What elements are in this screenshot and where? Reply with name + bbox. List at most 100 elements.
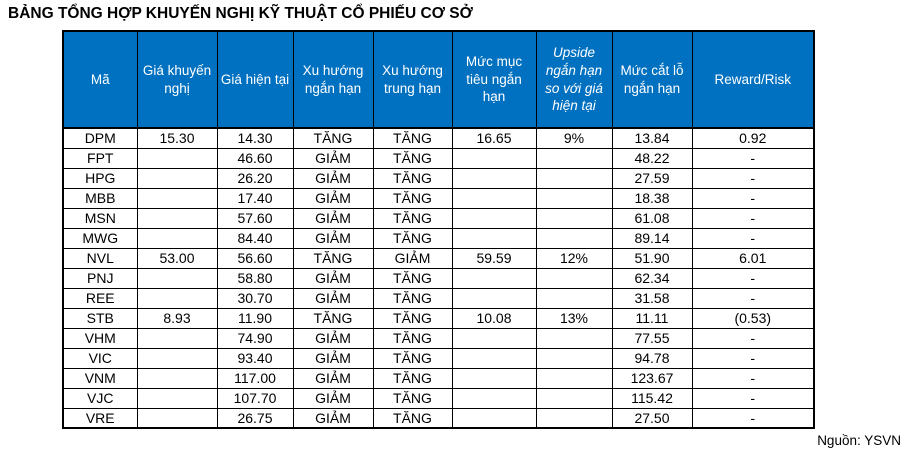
short-term-target-cell: 10.08 [451,307,537,329]
header-gia-khuyen-nghi: Giá khuyến nghị [136,30,218,129]
reward-risk-cell: - [691,167,815,189]
short-term-target-cell [451,167,537,189]
upside-cell [535,287,613,309]
short-term-target-cell: 59.59 [451,247,537,269]
short-term-trend-cell: TĂNG [292,127,374,149]
recommended-price-cell [136,267,218,289]
current-price-cell: 74.90 [216,327,294,349]
stop-loss-cell: 123.67 [611,367,693,389]
current-price-cell: 17.40 [216,187,294,209]
ticker-cell: VHM [62,327,138,349]
short-term-target-cell [451,207,537,229]
stop-loss-cell: 89.14 [611,227,693,249]
stop-loss-cell: 77.55 [611,327,693,349]
reward-risk-cell: - [691,407,815,429]
short-term-target-cell [451,367,537,389]
short-term-target-cell [451,147,537,169]
recommended-price-cell [136,387,218,409]
ticker-cell: MSN [62,207,138,229]
table-row: HPG 26.20 GIẢM TĂNG 27.59- [62,167,815,189]
header-reward-risk: Reward/Risk [691,30,815,129]
header-upside-ngan-han: Upside ngắn hạn so với giá hiện tại [535,30,613,129]
medium-term-trend-cell: TĂNG [372,347,453,369]
ticker-cell: HPG [62,167,138,189]
current-price-cell: 11.90 [216,307,294,329]
recommended-price-cell: 8.93 [136,307,218,329]
medium-term-trend-cell: TĂNG [372,187,453,209]
medium-term-trend-cell: TĂNG [372,127,453,149]
table-header: Mã Giá khuyến nghị Giá hiện tại Xu hướng… [62,30,815,129]
recommended-price-cell [136,287,218,309]
short-term-trend-cell: GIẢM [292,407,374,429]
current-price-cell: 26.20 [216,167,294,189]
stop-loss-cell: 115.42 [611,387,693,409]
reward-risk-cell: (0.53) [691,307,815,329]
ticker-cell: PNJ [62,267,138,289]
table-row: VIC 93.40 GIẢM TĂNG 94.78- [62,347,815,369]
upside-cell [535,327,613,349]
current-price-cell: 26.75 [216,407,294,429]
short-term-target-cell [451,187,537,209]
short-term-target-cell [451,267,537,289]
current-price-cell: 14.30 [216,127,294,149]
header-muc-muc-tieu-ngan-han: Mức mục tiêu ngắn hạn [451,30,537,129]
current-price-cell: 56.60 [216,247,294,269]
medium-term-trend-cell: TĂNG [372,267,453,289]
short-term-trend-cell: GIẢM [292,167,374,189]
reward-risk-cell: - [691,147,815,169]
current-price-cell: 57.60 [216,207,294,229]
short-term-target-cell [451,347,537,369]
upside-cell [535,387,613,409]
reward-risk-cell: - [691,287,815,309]
short-term-trend-cell: GIẢM [292,367,374,389]
upside-cell [535,407,613,429]
recommended-price-cell [136,187,218,209]
table-row: VRE 26.75 GIẢM TĂNG 27.50- [62,407,815,429]
ticker-cell: MBB [62,187,138,209]
reward-risk-cell: 0.92 [691,127,815,149]
upside-cell: 9% [535,127,613,149]
table-row: REE 30.70 GIẢM TĂNG 31.58- [62,287,815,309]
source-note: Nguồn: YSVN [817,433,901,448]
table-row: PNJ 58.80 GIẢM TĂNG 62.34- [62,267,815,289]
short-term-trend-cell: GIẢM [292,347,374,369]
upside-cell [535,147,613,169]
stop-loss-cell: 51.90 [611,247,693,269]
current-price-cell: 107.70 [216,387,294,409]
current-price-cell: 46.60 [216,147,294,169]
table-body: DPM 15.30 14.30 TĂNG TĂNG 16.65 9% 13.84 0.92 FPT… [62,127,815,429]
recommended-price-cell [136,167,218,189]
reward-risk-cell: - [691,187,815,209]
stop-loss-cell: 11.11 [611,307,693,329]
table-row: NVL 53.00 56.60 TĂNG GIẢM 59.59 12% 51.90 6.01 [62,247,815,269]
page-title: BẢNG TỔNG HỢP KHUYẾN NGHỊ KỸ THUẬT CỔ PH… [8,5,473,22]
stop-loss-cell: 18.38 [611,187,693,209]
upside-cell [535,367,613,389]
current-price-cell: 84.40 [216,227,294,249]
short-term-target-cell [451,227,537,249]
ticker-cell: VNM [62,367,138,389]
ticker-cell: DPM [62,127,138,149]
table-row: DPM 15.30 14.30 TĂNG TĂNG 16.65 9% 13.84 0.92 [62,127,815,149]
short-term-trend-cell: GIẢM [292,287,374,309]
ticker-cell: NVL [62,247,138,269]
stop-loss-cell: 27.50 [611,407,693,429]
upside-cell [535,187,613,209]
reward-risk-cell: 6.01 [691,247,815,269]
ticker-cell: VJC [62,387,138,409]
stop-loss-cell: 94.78 [611,347,693,369]
reward-risk-cell: - [691,327,815,349]
ticker-cell: STB [62,307,138,329]
recommended-price-cell [136,347,218,369]
header-muc-cat-lo-ngan-han: Mức cắt lỗ ngắn hạn [611,30,693,129]
medium-term-trend-cell: TĂNG [372,327,453,349]
medium-term-trend-cell: GIẢM [372,247,453,269]
short-term-trend-cell: TĂNG [292,247,374,269]
current-price-cell: 117.00 [216,367,294,389]
medium-term-trend-cell: TĂNG [372,407,453,429]
short-term-trend-cell: GIẢM [292,227,374,249]
stop-loss-cell: 31.58 [611,287,693,309]
short-term-target-cell [451,327,537,349]
medium-term-trend-cell: TĂNG [372,147,453,169]
ticker-cell: REE [62,287,138,309]
